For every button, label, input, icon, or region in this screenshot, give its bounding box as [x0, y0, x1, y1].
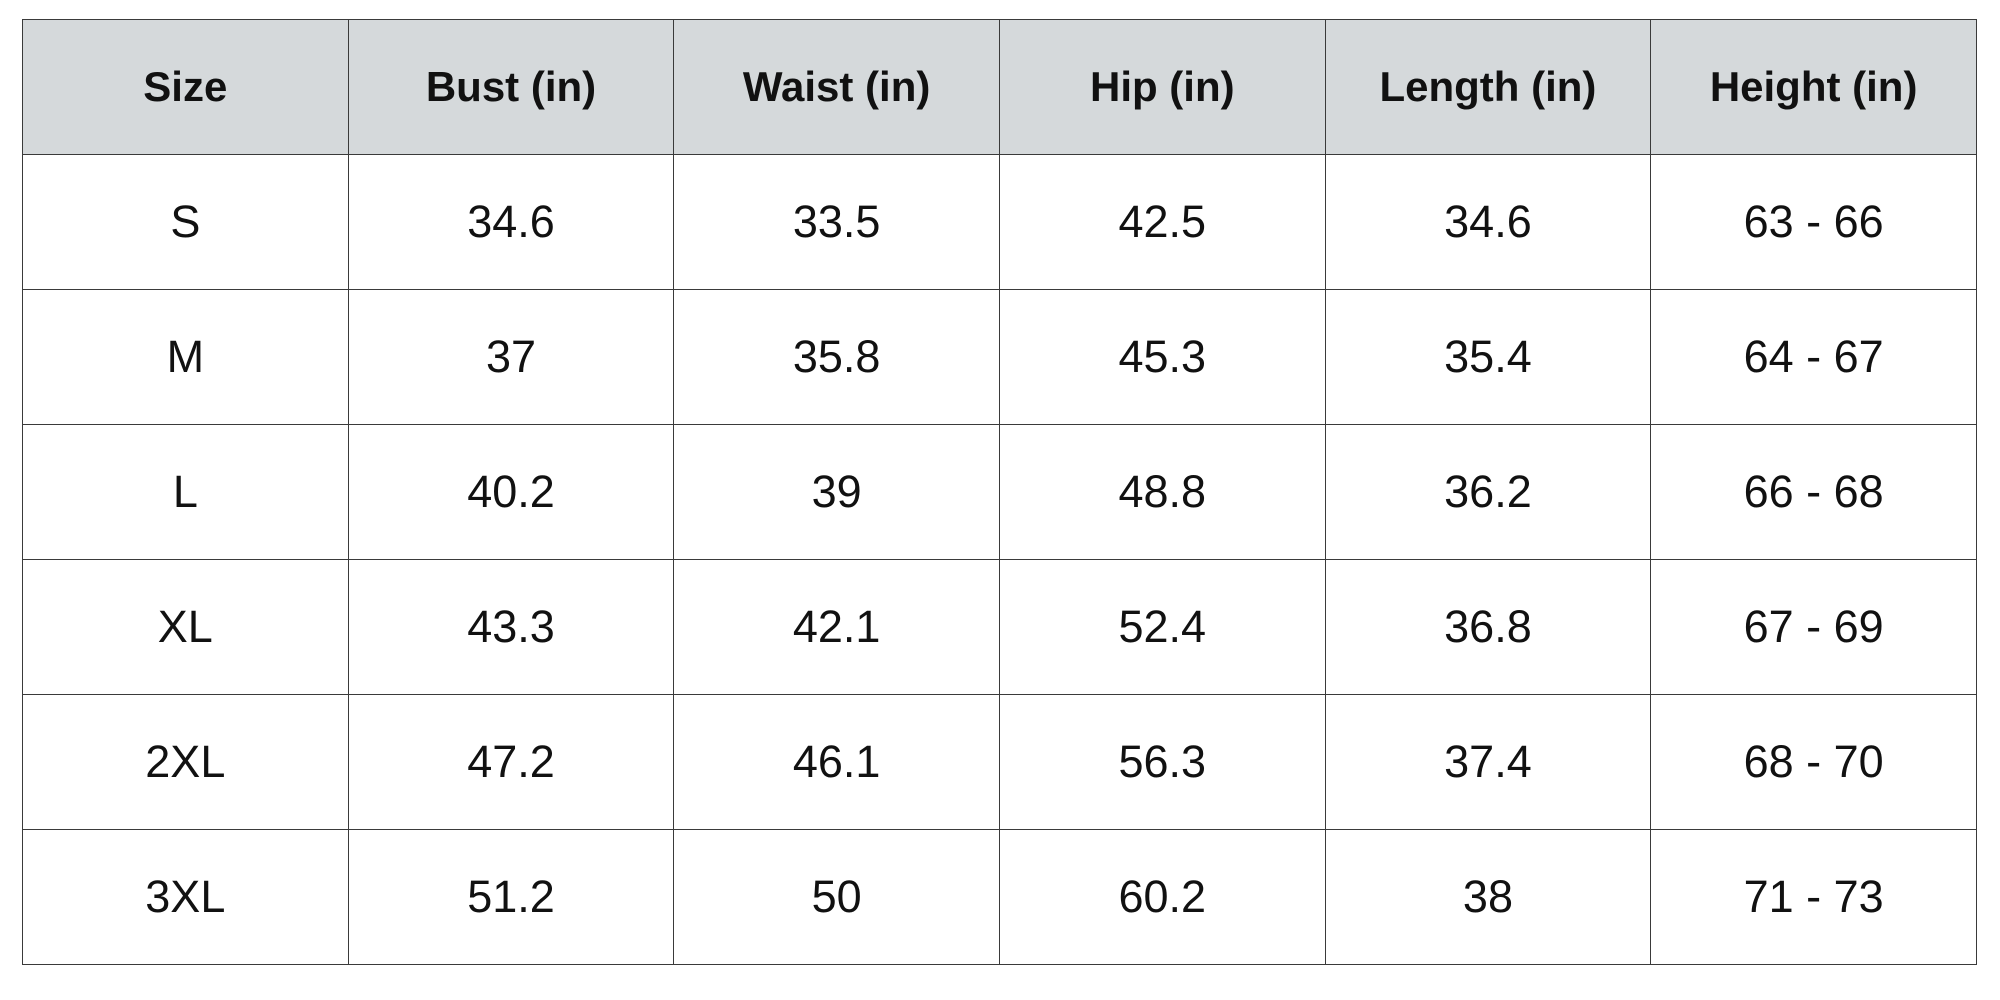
size-table: Size Bust (in) Waist (in) Hip (in) Length (i… — [22, 19, 1977, 965]
table-header: Size Bust (in) Waist (in) Hip (in) Length (i… — [22, 19, 1977, 155]
table-cell: M — [22, 289, 349, 425]
table-cell: 66 - 68 — [1650, 424, 1977, 560]
table-cell: 37 — [347, 289, 675, 425]
table-cell: 3XL — [22, 829, 349, 965]
header-cell: Bust (in) — [347, 19, 675, 155]
table-cell: 45.3 — [998, 289, 1326, 425]
table-cell: 43.3 — [347, 559, 675, 695]
table-cell: 39 — [673, 424, 1000, 560]
header-cell: Size — [22, 19, 349, 155]
table-cell: 46.1 — [673, 694, 1000, 830]
table-cell: 34.6 — [1324, 154, 1652, 290]
table-cell: 52.4 — [998, 559, 1326, 695]
table-cell: 38 — [1324, 829, 1652, 965]
table-row: S 34.6 33.5 42.5 34.6 63 - 66 — [22, 154, 1977, 290]
table-cell: 48.8 — [998, 424, 1326, 560]
header-cell: Hip (in) — [998, 19, 1326, 155]
table-cell: 35.8 — [673, 289, 1000, 425]
table-cell: 42.1 — [673, 559, 1000, 695]
table-cell: 37.4 — [1324, 694, 1652, 830]
table-cell: 33.5 — [673, 154, 1000, 290]
table-cell: L — [22, 424, 349, 560]
table-cell: 36.8 — [1324, 559, 1652, 695]
table-cell: 56.3 — [998, 694, 1326, 830]
header-cell: Waist (in) — [673, 19, 1000, 155]
table-cell: 2XL — [22, 694, 349, 830]
table-cell: 50 — [673, 829, 1000, 965]
table-row: 3XL 51.2 50 60.2 38 71 - 73 — [22, 829, 1977, 965]
table-cell: XL — [22, 559, 349, 695]
table-cell: 36.2 — [1324, 424, 1652, 560]
table-cell: 71 - 73 — [1650, 829, 1977, 965]
table-row: XL 43.3 42.1 52.4 36.8 67 - 69 — [22, 559, 1977, 695]
table-row: M 37 35.8 45.3 35.4 64 - 67 — [22, 289, 1977, 425]
header-cell: Height (in) — [1650, 19, 1977, 155]
table-cell: S — [22, 154, 349, 290]
table-cell: 51.2 — [347, 829, 675, 965]
table-cell: 35.4 — [1324, 289, 1652, 425]
table-cell: 63 - 66 — [1650, 154, 1977, 290]
table-cell: 64 - 67 — [1650, 289, 1977, 425]
table-body: S 34.6 33.5 42.5 34.6 63 - 66 M 37 35.8 45.3 35.4 6… — [22, 154, 1977, 965]
header-row: Size Bust (in) Waist (in) Hip (in) Length (i… — [22, 19, 1977, 155]
table-cell: 60.2 — [998, 829, 1326, 965]
table-cell: 67 - 69 — [1650, 559, 1977, 695]
table-cell: 68 - 70 — [1650, 694, 1977, 830]
table-cell: 47.2 — [347, 694, 675, 830]
table-row: L 40.2 39 48.8 36.2 66 - 68 — [22, 424, 1977, 560]
header-cell: Length (in) — [1324, 19, 1652, 155]
table-row: 2XL 47.2 46.1 56.3 37.4 68 - 70 — [22, 694, 1977, 830]
table-cell: 40.2 — [347, 424, 675, 560]
table-cell: 34.6 — [347, 154, 675, 290]
table-cell: 42.5 — [998, 154, 1326, 290]
